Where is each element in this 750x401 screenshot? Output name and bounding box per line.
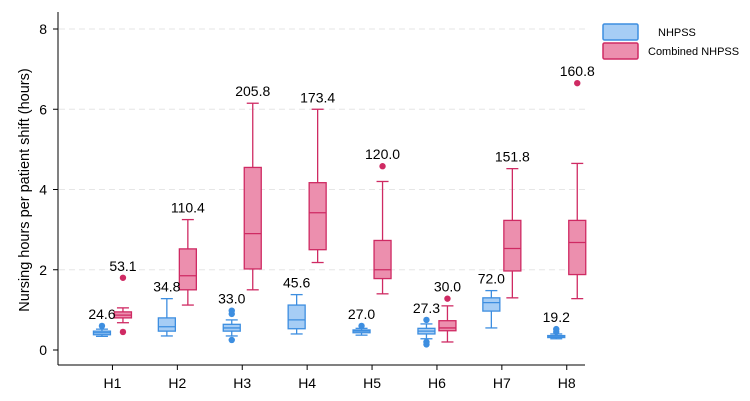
x-tick-label: H2: [168, 375, 186, 391]
x-tick-label: H1: [103, 375, 121, 391]
box-iqr: [308, 182, 327, 251]
box-iqr: [482, 297, 501, 312]
outlier-point: [119, 274, 127, 281]
box-iqr: [438, 320, 457, 332]
x-tick-label: H7: [493, 375, 511, 391]
box-h6-nhpss: [417, 316, 436, 348]
box-plots: [92, 79, 587, 348]
y-tick-label: 8: [39, 21, 47, 37]
legend-swatch-nhpss: [602, 23, 639, 41]
x-tick-label: H5: [363, 375, 381, 391]
box-iqr: [157, 317, 177, 332]
x-tick-label: H8: [558, 375, 576, 391]
x-tick-label: H4: [298, 375, 316, 391]
box-h2-nhpss: [157, 297, 177, 337]
box-data-label: 72.0: [478, 271, 505, 287]
outlier-point: [423, 341, 430, 348]
y-tick-label: 0: [39, 342, 47, 358]
box-h2-combined: [178, 218, 198, 306]
box-h7-nhpss: [482, 289, 501, 329]
box-data-label: 27.3: [413, 300, 440, 316]
box-data-label: 19.2: [543, 309, 570, 325]
y-tick-label: 4: [39, 182, 47, 198]
box-h4-nhpss: [287, 293, 306, 335]
box-data-label: 205.8: [235, 83, 270, 99]
box-h6-combined: [438, 295, 457, 343]
box-data-label: 24.6: [88, 306, 115, 322]
box-iqr: [243, 166, 262, 270]
outlier-point: [228, 307, 235, 314]
box-h7-combined: [503, 167, 522, 299]
box-data-label: 45.6: [283, 275, 310, 291]
box-iqr: [178, 248, 198, 291]
box-data-label: 30.0: [434, 279, 461, 295]
legend: NHPSS Combined NHPSS: [602, 23, 739, 60]
outlier-point: [423, 316, 430, 324]
box-iqr: [287, 304, 306, 330]
box-data-label: 160.8: [560, 63, 595, 79]
outlier-point: [379, 163, 386, 170]
box-data-label: 110.4: [171, 200, 205, 216]
box-data-label: 151.8: [495, 149, 530, 165]
outlier-point: [228, 336, 235, 344]
box-iqr: [503, 219, 522, 272]
box-h3-combined: [243, 102, 262, 291]
outlier-point: [119, 328, 127, 336]
box-h8-combined: [568, 79, 587, 300]
legend-label-nhpss: NHPSS: [658, 27, 696, 39]
box-data-labels: 24.6 34.8 33.0 45.6 27.0 27.3 72.0 19.2 53.1 110.…: [88, 63, 595, 325]
x-axis-ticks: H1 H2 H3 H4 H5 H6 H7 H8: [103, 365, 576, 391]
box-h5-combined: [373, 163, 392, 295]
outlier-point: [98, 322, 106, 330]
outlier-point: [553, 325, 560, 333]
box-h8-nhpss: [547, 325, 566, 340]
y-tick-label: 2: [39, 262, 47, 278]
box-iqr: [568, 219, 587, 276]
y-axis-title: Nursing hours per patient shift (hours): [17, 68, 33, 311]
box-h3-nhpss: [222, 307, 241, 344]
box-data-label: 34.8: [153, 279, 180, 295]
y-axis-ticks: 0 2 4 6 8: [39, 21, 58, 358]
box-h5-nhpss: [352, 322, 371, 336]
box-iqr: [373, 239, 392, 280]
legend-swatch-combined-nhpss: [602, 42, 639, 60]
outlier-point: [444, 295, 451, 302]
box-h4-combined: [308, 108, 327, 264]
box-data-label: 173.4: [300, 89, 335, 105]
outlier-point: [358, 322, 365, 330]
box-data-label: 33.0: [218, 291, 245, 307]
y-tick-label: 6: [39, 101, 47, 117]
box-data-label: 53.1: [109, 258, 136, 274]
box-h1-combined: [113, 274, 133, 336]
x-tick-label: H6: [428, 375, 446, 391]
x-tick-label: H3: [233, 375, 251, 391]
legend-label-combined-nhpss: Combined NHPSS: [648, 46, 739, 58]
box-data-label: 27.0: [348, 306, 375, 322]
box-data-label: 120.0: [365, 146, 400, 162]
box-h1-nhpss: [92, 322, 112, 338]
outlier-point: [574, 79, 581, 87]
